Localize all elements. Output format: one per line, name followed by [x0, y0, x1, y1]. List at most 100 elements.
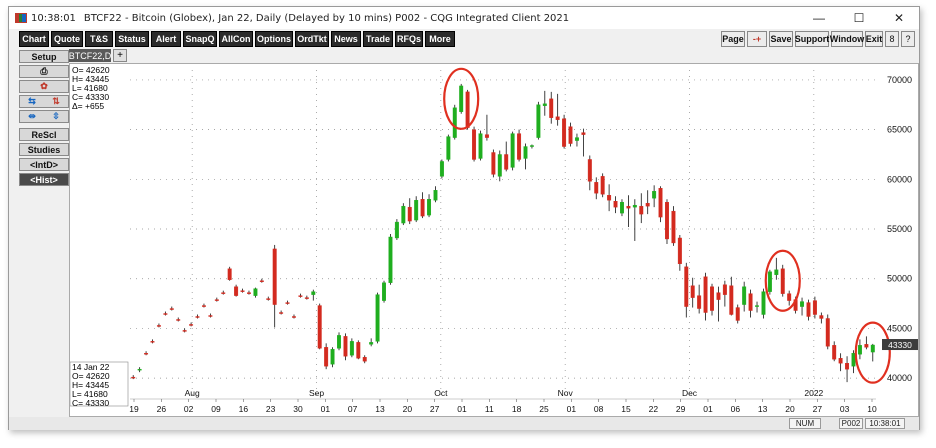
allcon-button[interactable]: AllCon [219, 31, 253, 47]
status-bar: NUM P002 10:38:01 [9, 417, 919, 430]
main-toolbar: Chart Quote T&S Status Alert SnapQ AllCo… [9, 30, 919, 48]
color-settings-button[interactable]: ✿ [19, 80, 69, 93]
date-tick-label: 10 [867, 404, 877, 414]
candle-body [247, 292, 251, 294]
ohlc-bottom-low: L= 41680 [72, 389, 108, 399]
candle-body [587, 159, 592, 182]
trade-button[interactable]: Trade [363, 31, 393, 47]
candle-body [163, 313, 168, 315]
candle-body [851, 353, 856, 367]
alert-button[interactable]: Alert [151, 31, 181, 47]
candle-body [131, 376, 136, 379]
candle-body [407, 206, 412, 222]
candle-body [755, 305, 759, 307]
ordtkt-button[interactable]: OrdTkt [295, 31, 329, 47]
candle-body [337, 335, 341, 349]
scroll-up-icon[interactable]: ⇅ [52, 96, 60, 106]
ohlc-top-box [70, 64, 128, 110]
history-button[interactable]: <Hist> [19, 173, 69, 186]
month-label: 2022 [804, 388, 823, 398]
ohlc-bottom-box [69, 361, 129, 407]
ohlc-bottom-high: H= 43445 [72, 380, 109, 390]
help-icon[interactable]: ? [901, 31, 915, 47]
candle-body [729, 285, 734, 315]
minimize-button[interactable]: — [813, 11, 825, 25]
time-and-sales-button[interactable]: T&S [85, 31, 113, 47]
rescale-button[interactable]: ReScl [19, 128, 69, 141]
page-toggle-button[interactable]: -+ [747, 31, 767, 47]
candle-body [240, 290, 245, 292]
candle-body [767, 271, 772, 292]
candle-body [330, 349, 335, 365]
news-button[interactable]: News [331, 31, 361, 47]
symbol-tab[interactable]: BTCF22,D [68, 49, 112, 62]
link-icon[interactable]: 8 [885, 31, 899, 47]
save-button[interactable]: Save [769, 31, 793, 47]
candle-body [594, 182, 599, 194]
scroll-left-icon[interactable]: ⇆ [28, 96, 36, 106]
date-tick-label: 27 [813, 404, 823, 414]
exit-button[interactable]: Exit [865, 31, 883, 47]
date-tick-label: 25 [539, 404, 549, 414]
candle-body [819, 315, 824, 319]
rfqs-button[interactable]: RFQs [395, 31, 423, 47]
candle-body [684, 266, 689, 307]
candle-body [812, 300, 817, 315]
month-label: Dec [682, 388, 698, 398]
more-button[interactable]: More [425, 31, 455, 47]
window-button[interactable]: Window [830, 31, 864, 47]
date-tick-label: 23 [266, 404, 276, 414]
zoom-horizontal-icon[interactable]: ⇹ [28, 111, 36, 121]
candle-body [472, 129, 477, 160]
date-tick-label: 13 [375, 404, 385, 414]
candle-body [478, 133, 483, 159]
page-indicator: P002 [839, 418, 863, 429]
quote-button[interactable]: Quote [51, 31, 83, 47]
title-bar: 10:38:01 BTCF22 - Bitcoin (Globex), Jan … [9, 7, 919, 29]
price-chart[interactable]: 40000 45000 50000 55000 60000 65000 70000 19 26… [69, 63, 919, 417]
studies-button[interactable]: Studies [19, 143, 69, 156]
close-button[interactable]: ✕ [893, 11, 905, 25]
candle-body [677, 237, 682, 265]
month-label: Sep [309, 388, 324, 398]
ohlc-bottom-date: 14 Jan 22 [72, 362, 110, 372]
date-axis: 19 26 02 09 16 23 30 01 07 13 20 27 01 11 18 25 01 08 15 22… [129, 388, 877, 414]
price-tick-label: 65000 [887, 125, 912, 135]
candle-body [484, 134, 489, 138]
candle-body [600, 176, 605, 195]
support-button[interactable]: Support [795, 31, 829, 47]
candle-body [259, 280, 264, 282]
candle-body [208, 315, 213, 317]
setup-button[interactable]: Setup [19, 50, 69, 63]
maximize-button[interactable]: ☐ [853, 11, 865, 25]
date-tick-label: 15 [621, 404, 631, 414]
month-label: Aug [185, 388, 200, 398]
candle-body [536, 104, 541, 138]
chart-button[interactable]: Chart [19, 31, 49, 47]
date-tick-label: 20 [403, 404, 413, 414]
zoom-vertical-icon[interactable]: ⇳ [52, 111, 60, 121]
zoom-arrows-row: ⇹ ⇳ [19, 110, 69, 123]
candlestick-chart-svg[interactable]: 40000 45000 50000 55000 60000 65000 70000 19 26… [69, 64, 918, 416]
month-label: Oct [434, 388, 448, 398]
date-tick-label: 02 [184, 404, 194, 414]
candle-body [607, 195, 612, 201]
snapq-button[interactable]: SnapQ [183, 31, 217, 47]
candle-body [832, 345, 837, 360]
window-title: BTCF22 - Bitcoin (Globex), Jan 22, Daily… [83, 12, 570, 24]
options-button[interactable]: Options [255, 31, 293, 47]
candle-body [195, 316, 200, 318]
highlight-circle [443, 67, 480, 130]
candle-body [845, 363, 850, 370]
candle-body [722, 284, 727, 295]
palette-icon: ✿ [40, 81, 48, 91]
print-chart-button[interactable]: ⎙ [19, 65, 69, 78]
page-button[interactable]: Page [721, 31, 745, 47]
status-button[interactable]: Status [115, 31, 149, 47]
candle-body [639, 205, 644, 215]
candle-body [349, 341, 354, 356]
add-symbol-button[interactable]: + [113, 49, 127, 62]
candle-body [465, 91, 470, 128]
date-tick-label: 16 [239, 404, 249, 414]
intraday-button[interactable]: <IntD> [19, 158, 69, 171]
